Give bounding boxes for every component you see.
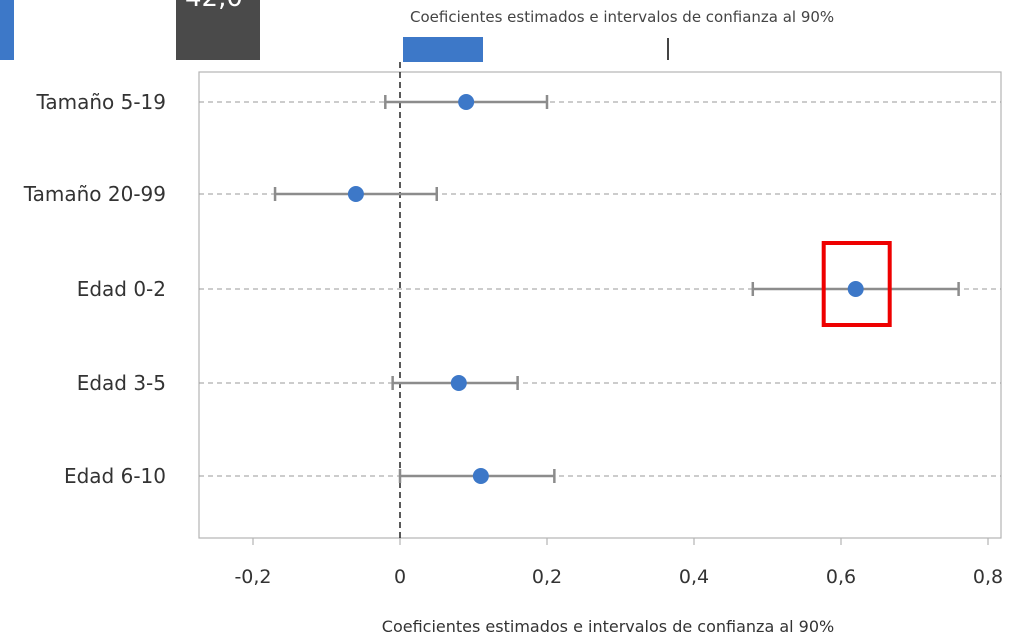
data-marks — [273, 94, 960, 484]
estimate-point — [347, 186, 364, 202]
y-axis-categories: Tamaño 5-19 Tamaño 20-99 Edad 0-2 Edad 3-5 E… — [23, 90, 166, 488]
category-label: Edad 0-2 — [77, 277, 166, 301]
partial-number: 42,0 — [185, 0, 243, 13]
x-axis: -0,2 0 0,2 0,4 0,6 0,8 — [234, 538, 1003, 588]
x-tick-label: 0,8 — [973, 566, 1003, 588]
partial-blue-tile — [0, 0, 14, 60]
estimate-point — [450, 375, 467, 391]
plot-frame — [198, 71, 1002, 539]
legend-bar-swatch — [403, 37, 483, 62]
x-tick-label: 0 — [394, 566, 406, 588]
category-label: Edad 3-5 — [77, 371, 166, 395]
category-label: Tamaño 5-19 — [35, 90, 166, 114]
highlight-box — [821, 241, 892, 327]
partial-dark-tile — [176, 0, 260, 60]
category-label: Edad 6-10 — [64, 464, 166, 488]
x-tick-label: -0,2 — [234, 566, 271, 588]
estimate-point — [458, 94, 475, 110]
x-tick-label: 0,6 — [826, 566, 856, 588]
header-caption: Coeficientes estimados e intervalos de c… — [410, 8, 834, 26]
x-tick-label: 0,4 — [679, 566, 709, 588]
category-label: Tamaño 20-99 — [23, 182, 166, 206]
estimate-point — [472, 468, 489, 484]
estimate-point — [847, 281, 864, 297]
top-strip: 42,0 Coeficientes estimados e intervalos… — [0, 0, 834, 62]
x-axis-title: Coeficientes estimados e intervalos de c… — [382, 617, 834, 636]
x-tick-label: 0,2 — [532, 566, 562, 588]
